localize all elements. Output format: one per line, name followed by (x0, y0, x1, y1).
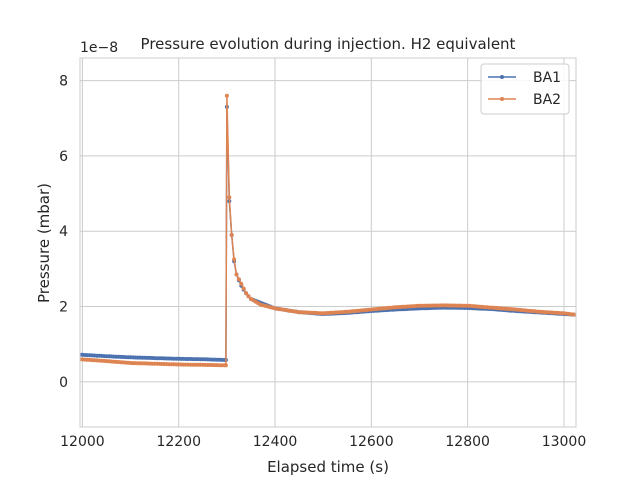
data-point-ba2 (234, 272, 239, 277)
y-tick-label: 0 (59, 375, 68, 391)
legend-marker-ba2 (500, 97, 504, 101)
y-axis-label: Pressure (mbar) (35, 183, 53, 303)
x-tick-label: 12800 (445, 434, 490, 450)
x-axis-label: Elapsed time (s) (267, 458, 389, 476)
x-tick-label: 13000 (542, 434, 587, 450)
y-tick-labels: 0 2 4 6 8 (59, 74, 68, 391)
data-point-ba2 (241, 286, 246, 291)
series-ba2 (80, 93, 576, 368)
plot-frame (79, 57, 577, 428)
x-gridlines (81, 58, 565, 427)
x-tick-label: 12600 (349, 434, 394, 450)
data-point-ba2 (236, 277, 241, 282)
y-offset-text: 1e−8 (80, 40, 118, 56)
y-tick-label: 4 (59, 224, 68, 240)
data-point-ba2 (232, 257, 237, 262)
data-point-ba2 (223, 363, 228, 368)
legend-label-ba1: BA1 (533, 70, 561, 86)
x-tick-label: 12200 (156, 434, 201, 450)
data-point-ba2 (246, 294, 251, 299)
legend-label-ba2: BA2 (533, 92, 561, 108)
data-point-ba2 (224, 93, 229, 98)
data-point-ba2 (244, 291, 249, 296)
y-tick-label: 6 (59, 149, 68, 165)
y-tick-label: 8 (59, 74, 68, 90)
legend-marker-ba1 (500, 75, 504, 79)
data-point-ba2 (227, 195, 232, 200)
legend: BA1 BA2 (480, 63, 570, 115)
x-tick-label: 12000 (60, 434, 105, 450)
x-tick-labels: 12000 12200 12400 12600 12800 13000 (60, 434, 586, 450)
chart-title: Pressure evolution during injection. H2 … (141, 35, 516, 53)
data-point-ba2 (229, 233, 234, 237)
x-tick-label: 12400 (253, 434, 298, 450)
y-tick-label: 2 (59, 300, 68, 316)
series-layer (80, 93, 576, 368)
data-point-ba2 (239, 281, 244, 286)
